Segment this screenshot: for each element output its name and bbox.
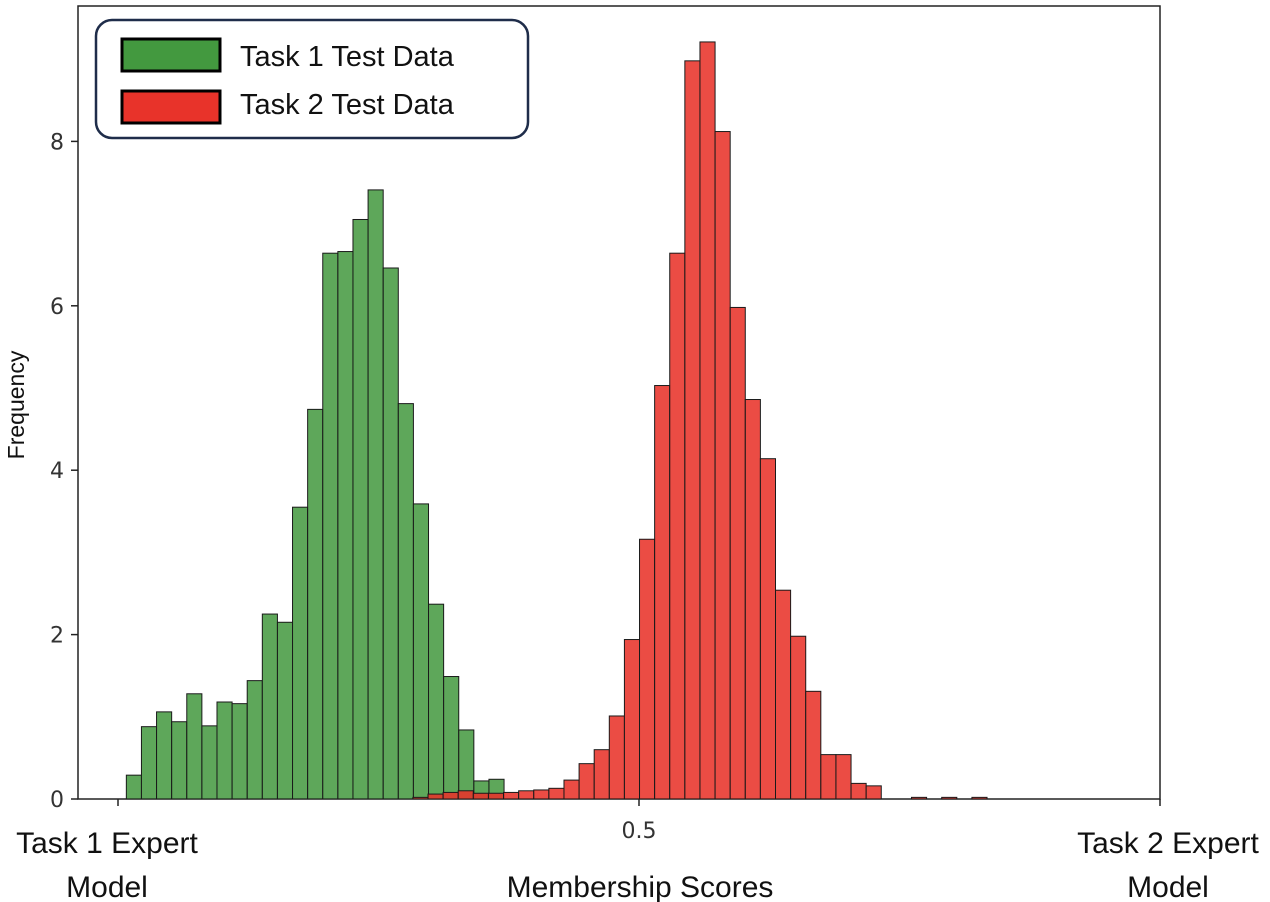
task2-bar xyxy=(593,749,610,800)
task1-bar xyxy=(367,189,384,800)
task2-bar xyxy=(729,306,746,800)
task2-bar xyxy=(442,791,459,800)
task1-bar xyxy=(382,267,399,800)
task2-bar xyxy=(865,785,882,800)
task2-bar xyxy=(608,715,625,800)
task1-bar xyxy=(186,693,203,800)
task2-bar xyxy=(820,754,837,800)
legend-swatch-task1 xyxy=(120,37,222,73)
task1-bar xyxy=(156,711,173,800)
left-end-label-line2: Model xyxy=(66,871,148,902)
x-tick-label: 0.5 xyxy=(622,819,657,844)
task2-bar xyxy=(503,791,520,800)
task2-bar xyxy=(487,792,505,800)
task2-bar xyxy=(669,252,686,800)
task1-bar xyxy=(352,218,369,800)
task1-bar xyxy=(201,725,218,800)
task1-bar xyxy=(276,621,294,800)
task1-bar xyxy=(261,613,278,800)
task2-bar xyxy=(699,41,716,800)
legend-label-task2: Task 2 Test Data xyxy=(240,89,455,121)
legend: Task 1 Test Data Task 2 Test Data xyxy=(94,18,530,140)
y-tick-label: 8 xyxy=(50,130,64,155)
task1-bar xyxy=(428,603,445,800)
task2-bar xyxy=(563,779,580,800)
task1-bar xyxy=(443,676,460,800)
task1-bar xyxy=(171,721,188,800)
task2-bar xyxy=(805,690,822,800)
task2-bar xyxy=(427,793,444,800)
task1-series xyxy=(125,189,505,800)
task1-bar xyxy=(231,703,248,800)
task2-bar xyxy=(533,789,550,800)
task2-bar xyxy=(850,782,867,800)
task2-bar xyxy=(684,60,701,800)
task1-bar xyxy=(337,251,354,800)
task2-bar xyxy=(472,792,489,800)
task2-bar xyxy=(910,796,928,800)
task2-bar xyxy=(714,131,731,800)
y-tick-label: 6 xyxy=(50,295,64,320)
task1-bar xyxy=(458,729,475,800)
task2-bar xyxy=(759,458,777,800)
task2-bar xyxy=(790,635,807,800)
task1-bar xyxy=(307,408,324,800)
task2-bar xyxy=(775,589,792,800)
legend-label-task1: Task 1 Test Data xyxy=(240,41,455,73)
right-end-label-line2: Model xyxy=(1127,871,1209,902)
task2-bar xyxy=(412,796,429,800)
task1-bar xyxy=(322,252,339,800)
task2-bar xyxy=(941,796,958,800)
x-axis-label: Membership Scores xyxy=(507,871,774,902)
task2-bar xyxy=(744,399,761,800)
y-tick-label: 4 xyxy=(50,459,64,484)
axis-ticks: 0 2 4 6 8 0.5 xyxy=(50,130,1161,844)
task2-bar xyxy=(835,754,852,800)
task1-bar xyxy=(292,506,309,800)
task2-bar xyxy=(639,538,656,800)
task1-bar xyxy=(216,701,233,800)
right-end-label-line1: Task 2 Expert xyxy=(1077,827,1259,860)
legend-swatch-task2 xyxy=(120,89,222,125)
task1-bar xyxy=(397,403,414,800)
task1-bar xyxy=(125,774,142,800)
task2-bar xyxy=(654,385,671,800)
y-axis-label: Frequency xyxy=(3,350,29,459)
y-tick-label: 0 xyxy=(50,788,64,813)
task2-bar xyxy=(971,796,988,800)
task1-bar xyxy=(140,726,158,800)
left-end-label-line1: Task 1 Expert xyxy=(16,827,198,860)
task1-bar xyxy=(412,503,430,800)
task2-bar xyxy=(548,787,565,800)
task1-bar xyxy=(246,680,263,800)
task2-bar xyxy=(578,763,595,800)
task2-bar xyxy=(518,790,535,800)
task2-bar xyxy=(457,790,474,800)
task2-series xyxy=(412,41,988,800)
y-tick-label: 2 xyxy=(50,624,64,649)
task2-bar xyxy=(623,639,641,800)
